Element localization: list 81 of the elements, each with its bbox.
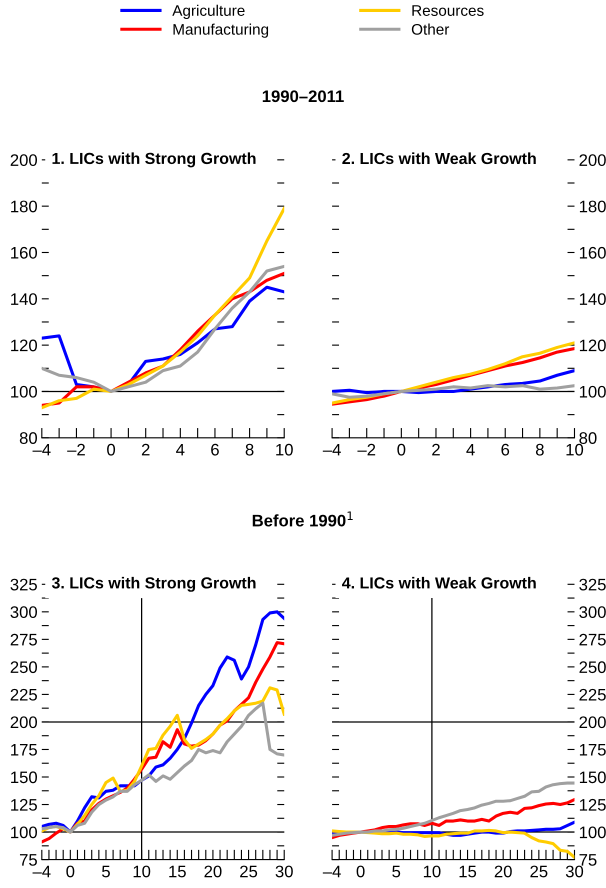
y-tick-label: 100 — [580, 386, 606, 398]
x-tick-label: –4 — [322, 866, 341, 878]
x-tick-label: 10 — [424, 866, 441, 878]
y-tick-label: 140 — [580, 293, 606, 306]
x-tick-label: –4 — [32, 444, 51, 456]
line-series — [332, 782, 574, 837]
y-tick-label: 80 — [20, 432, 37, 444]
x-tick-label: –2 — [357, 444, 376, 456]
y-tick-label: 120 — [580, 340, 606, 352]
legend-label: Manufacturing — [174, 24, 268, 38]
chart-subtitle: Before 1990$^{1}$ — [252, 511, 353, 527]
y-tick-label: 80 — [579, 432, 597, 444]
y-tick-label: 300 — [10, 606, 37, 618]
y-tick-label: 300 — [579, 606, 606, 618]
y-tick-label: 225 — [579, 688, 606, 701]
y-tick-label: 150 — [11, 771, 37, 784]
y-tick-label: 160 — [580, 246, 606, 259]
y-tick-label: 200 — [579, 154, 606, 166]
y-tick-label: 180 — [11, 200, 37, 212]
x-tick-label: 2 — [432, 444, 440, 456]
x-tick-label: 6 — [501, 444, 510, 456]
y-tick-label: 325 — [10, 578, 37, 591]
x-tick-label: 8 — [246, 444, 254, 456]
x-tick-label: 25 — [530, 866, 548, 878]
y-tick-label: 125 — [11, 798, 37, 811]
line-series — [332, 384, 574, 399]
y-tick-label: 100 — [11, 386, 37, 398]
line-series — [42, 206, 284, 410]
y-tick-label: 200 — [579, 716, 606, 728]
x-tick-label: 5 — [392, 866, 400, 878]
x-tick-label: 20 — [204, 866, 222, 878]
x-tick-label: 0 — [356, 866, 365, 878]
y-tick-label: 75 — [580, 854, 596, 866]
x-tick-label: 0 — [397, 444, 406, 456]
y-tick-label: 120 — [11, 340, 37, 352]
y-tick-label: 75 — [20, 854, 37, 866]
x-tick-label: –4 — [32, 866, 51, 878]
x-tick-label: 4 — [176, 444, 184, 456]
x-tick-label: 30 — [566, 866, 584, 878]
chart-title: 4. LICs with Weak Growth — [342, 576, 536, 589]
legend-label: Resources — [412, 5, 484, 16]
y-tick-label: 160 — [11, 246, 37, 259]
y-tick-label: 125 — [580, 798, 606, 811]
x-tick-label: 5 — [102, 866, 110, 878]
chart-subtitle: 1990–2011 — [262, 90, 344, 102]
x-tick-label: 4 — [466, 444, 475, 456]
y-tick-label: 175 — [11, 744, 37, 756]
x-tick-label: 8 — [536, 444, 544, 456]
y-tick-label: 275 — [10, 634, 37, 646]
y-tick-label: 225 — [10, 688, 37, 701]
x-tick-label: 15 — [169, 866, 186, 878]
y-tick-label: 180 — [580, 200, 606, 212]
chart-title: 2. LICs with Weak Growth — [342, 152, 536, 164]
x-tick-label: 25 — [240, 866, 258, 878]
x-tick-label: 2 — [142, 444, 150, 456]
x-tick-label: 10 — [566, 444, 584, 456]
x-tick-label: 20 — [494, 866, 512, 878]
x-tick-label: 0 — [66, 866, 74, 878]
x-tick-label: 10 — [276, 444, 293, 456]
y-tick-label: 140 — [11, 293, 37, 306]
x-tick-label: 6 — [211, 444, 219, 456]
y-tick-label: 275 — [579, 634, 606, 646]
x-tick-label: 30 — [276, 866, 293, 878]
y-tick-label: 200 — [10, 716, 37, 728]
y-tick-label: 250 — [579, 661, 606, 674]
y-tick-label: 100 — [580, 826, 606, 838]
x-tick-label: 10 — [134, 866, 150, 878]
chart-title: 1. LICs with Strong Growth — [52, 152, 256, 168]
y-tick-label: 175 — [580, 744, 606, 756]
x-tick-label: 0 — [107, 444, 116, 456]
legend-label: Other — [412, 24, 450, 35]
x-tick-label: 15 — [460, 866, 476, 878]
y-tick-label: 100 — [11, 826, 37, 838]
legend-label: Agriculture — [172, 4, 245, 19]
x-tick-label: –2 — [67, 444, 85, 456]
y-tick-label: 200 — [10, 154, 37, 166]
y-tick-label: 250 — [10, 661, 37, 674]
y-tick-label: 325 — [579, 578, 606, 591]
y-tick-label: 150 — [580, 771, 606, 784]
chart-title: 3. LICs with Strong Growth — [52, 576, 256, 592]
x-tick-label: –4 — [322, 444, 341, 456]
